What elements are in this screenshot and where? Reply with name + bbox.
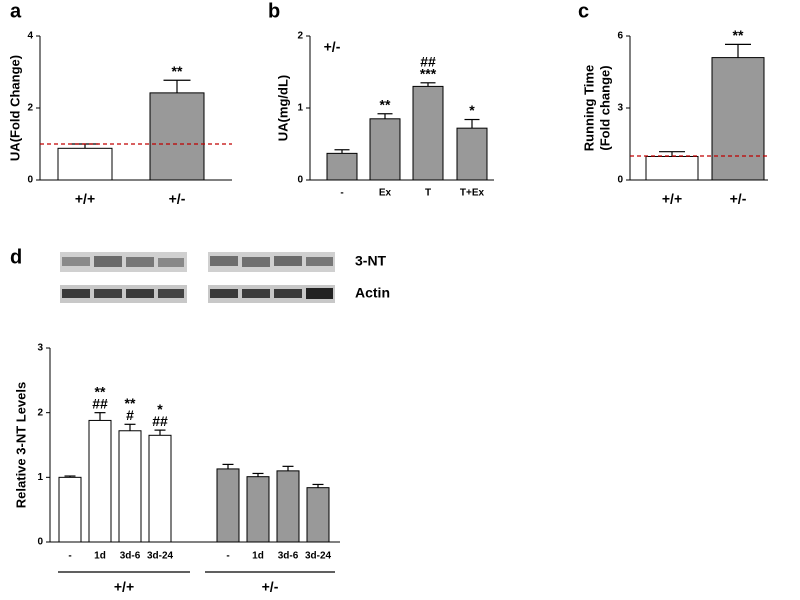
x-tick-label: 3d-6 bbox=[278, 551, 299, 562]
significance: ** bbox=[172, 63, 183, 79]
bar bbox=[645, 155, 699, 181]
x-tick-label: - bbox=[68, 551, 71, 562]
significance: * bbox=[469, 102, 475, 118]
x-tick-label: T+Ex bbox=[460, 188, 485, 199]
bar bbox=[216, 468, 240, 543]
y-tick-label: 2 bbox=[27, 103, 33, 114]
y-tick-label: 2 bbox=[37, 407, 43, 418]
significance: # bbox=[126, 407, 134, 423]
y-tick-label: 1 bbox=[297, 103, 303, 114]
y-tick-label: 0 bbox=[617, 175, 623, 186]
y-tick-label: 6 bbox=[617, 31, 623, 42]
y-tick-label: 3 bbox=[37, 343, 43, 354]
blot-label: Actin bbox=[355, 285, 390, 301]
bar bbox=[369, 118, 401, 181]
bar bbox=[57, 147, 113, 181]
x-tick-label: - bbox=[340, 188, 343, 199]
significance: ** bbox=[380, 96, 391, 112]
x-tick-label: - bbox=[226, 551, 229, 562]
western-blot bbox=[60, 252, 335, 303]
bar bbox=[326, 152, 358, 181]
bar bbox=[246, 476, 270, 543]
x-tick-label: 3d-24 bbox=[305, 551, 332, 562]
panel-label: b bbox=[268, 0, 280, 22]
x-tick-label: 3d-24 bbox=[147, 551, 174, 562]
group-label: +/- bbox=[262, 579, 279, 595]
bar bbox=[412, 85, 444, 181]
x-tick-label: T bbox=[425, 188, 431, 199]
x-tick-label: 1d bbox=[252, 551, 264, 562]
y-tick-label: 4 bbox=[27, 31, 33, 42]
x-tick-label: 3d-6 bbox=[120, 551, 141, 562]
bar bbox=[456, 127, 488, 181]
y-tick-label: 2 bbox=[297, 31, 303, 42]
significance: ** bbox=[733, 27, 744, 43]
bar bbox=[149, 92, 205, 181]
y-axis-label: Relative 3-NT Levels bbox=[13, 382, 28, 508]
bar bbox=[711, 57, 765, 181]
y-tick-label: 0 bbox=[27, 175, 33, 186]
bar bbox=[118, 430, 142, 543]
bar bbox=[306, 487, 330, 543]
y-tick-label: 1 bbox=[37, 472, 43, 483]
x-tick-label: +/- bbox=[730, 191, 747, 207]
y-axis-label: Running Time bbox=[581, 65, 596, 151]
y-tick-label: 3 bbox=[617, 103, 623, 114]
bar bbox=[88, 419, 112, 543]
y-axis-label: UA(mg/dL) bbox=[275, 75, 290, 141]
bar bbox=[148, 434, 172, 543]
bar bbox=[276, 470, 300, 543]
significance: ## bbox=[420, 54, 436, 70]
panel-label: a bbox=[10, 0, 22, 22]
y-tick-label: 0 bbox=[37, 537, 43, 548]
y-axis-label: UA(Fold Change) bbox=[7, 55, 22, 161]
bar bbox=[58, 476, 82, 543]
x-tick-label: +/- bbox=[169, 191, 186, 207]
x-tick-label: 1d bbox=[94, 551, 106, 562]
y-axis-label: (Fold change) bbox=[597, 65, 612, 150]
significance: ## bbox=[92, 395, 108, 411]
significance: ** bbox=[125, 395, 136, 411]
significance: ** bbox=[95, 383, 106, 399]
y-tick-label: 0 bbox=[297, 175, 303, 186]
blot-label: 3-NT bbox=[355, 253, 387, 269]
group-label: +/+ bbox=[114, 579, 134, 595]
x-tick-label: +/+ bbox=[75, 191, 95, 207]
significance: * bbox=[157, 401, 163, 417]
genotype-note: +/- bbox=[324, 39, 341, 55]
panel-label: d bbox=[10, 246, 22, 268]
x-tick-label: +/+ bbox=[662, 191, 682, 207]
significance: ## bbox=[152, 413, 168, 429]
significance: *** bbox=[420, 66, 437, 82]
x-tick-label: Ex bbox=[379, 188, 392, 199]
panel-label: c bbox=[578, 0, 589, 22]
